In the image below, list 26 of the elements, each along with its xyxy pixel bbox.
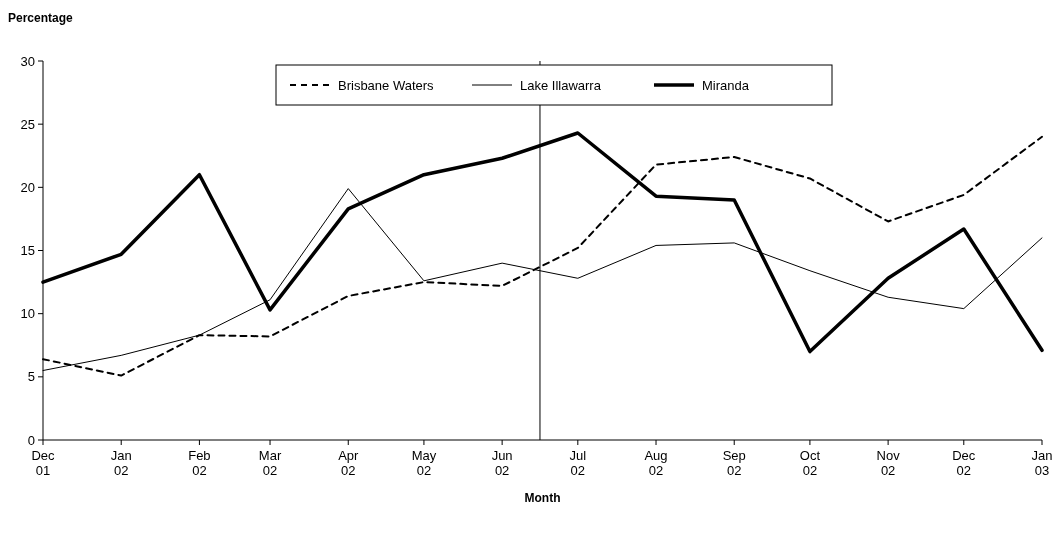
x-tick-label: Jul 02 (569, 448, 587, 478)
x-tick-label: Jan 02 (110, 448, 132, 478)
legend-label: Lake Illawarra (520, 77, 602, 93)
x-tick-label: Dec 02 (952, 448, 976, 478)
x-tick-label: May 02 (411, 448, 437, 478)
legend-label: Miranda (702, 77, 750, 93)
y-tick-label: 0 (27, 432, 35, 448)
legend-label: Brisbane Waters (338, 77, 435, 93)
y-axis-title: Percentage (8, 11, 74, 25)
x-tick-label: Feb 02 (188, 448, 211, 478)
x-tick-label: Jan 03 (1031, 448, 1053, 478)
y-tick-label: 5 (27, 369, 35, 385)
x-tick-label: Sep 02 (722, 448, 746, 478)
y-tick-label: 20 (20, 179, 35, 195)
x-tick-label: Apr 02 (338, 448, 360, 478)
y-tick-label: 15 (20, 243, 35, 259)
x-axis-title: Month (524, 491, 561, 505)
y-tick-label: 30 (20, 53, 35, 69)
x-tick-label: Mar 02 (258, 448, 282, 478)
x-tick-label: Dec 01 (31, 448, 56, 478)
x-tick-label: Oct 02 (799, 448, 821, 478)
x-tick-label: Nov 02 (876, 448, 901, 478)
y-tick-label: 10 (20, 306, 35, 322)
y-tick-label: 25 (20, 116, 35, 132)
x-tick-label: Aug 02 (644, 448, 668, 478)
x-tick-label: Jun 02 (491, 448, 513, 478)
